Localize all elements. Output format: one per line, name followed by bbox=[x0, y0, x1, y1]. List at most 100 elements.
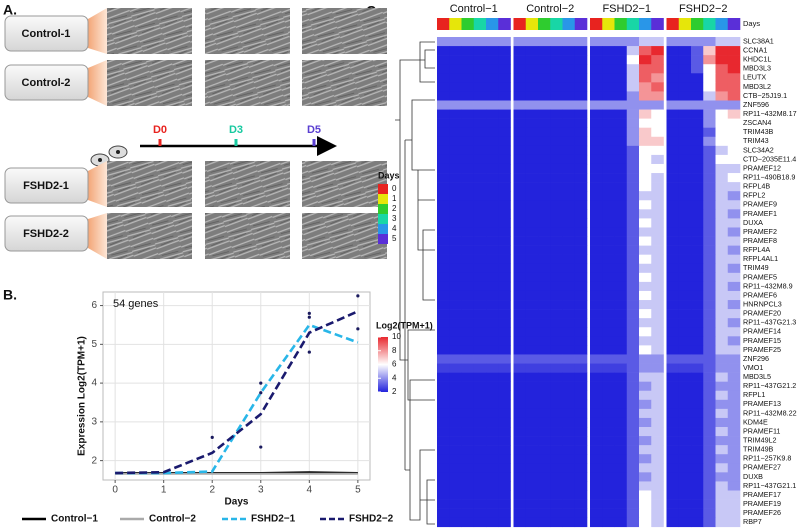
column-group-label: FSHD2−2 bbox=[679, 3, 728, 15]
heatmap-cell bbox=[538, 363, 551, 373]
heatmap-cell bbox=[590, 118, 603, 128]
row-label: PRAMEF12 bbox=[743, 163, 781, 172]
heatmap-cell bbox=[691, 272, 704, 283]
heatmap-cell bbox=[574, 64, 588, 74]
heatmap-cell bbox=[715, 182, 729, 192]
heatmap-cell bbox=[614, 263, 628, 274]
heatmap-cell bbox=[538, 318, 551, 328]
heatmap-cell bbox=[614, 481, 628, 491]
heatmap-cell bbox=[525, 417, 539, 428]
row-label: PRAMEF19 bbox=[743, 499, 781, 508]
heatmap-cell bbox=[525, 154, 539, 165]
heatmap-cell bbox=[562, 499, 576, 509]
heatmap-cell bbox=[715, 173, 729, 183]
heatmap-cell bbox=[727, 91, 741, 101]
heatmap-cell bbox=[550, 55, 563, 65]
heatmap-cell bbox=[602, 163, 615, 174]
x-tick-label: 1 bbox=[161, 485, 167, 496]
heatmap-cell bbox=[727, 290, 741, 301]
heatmap-cell bbox=[513, 191, 527, 201]
heatmap-cell bbox=[590, 263, 603, 274]
heatmap-cell bbox=[727, 154, 741, 165]
heatmap-cell bbox=[525, 55, 539, 65]
heatmap-cell bbox=[538, 191, 551, 201]
row-label: RP11−437G21.3 bbox=[743, 318, 796, 327]
heatmap-cell bbox=[727, 64, 741, 74]
heatmap-cell bbox=[651, 163, 664, 174]
heatmap-cell bbox=[538, 236, 551, 246]
heatmap-cell bbox=[639, 300, 652, 310]
heatmap-cell bbox=[626, 472, 640, 482]
heatmap-cell bbox=[678, 227, 692, 237]
heatmap-cell bbox=[703, 236, 716, 246]
heatmap-cell bbox=[639, 73, 652, 83]
heatmap-cell bbox=[486, 309, 499, 319]
heatmap-cell bbox=[602, 472, 615, 482]
heatmap-cell bbox=[461, 154, 475, 165]
heatmap-cell bbox=[486, 499, 499, 509]
heatmap-cell bbox=[727, 336, 741, 346]
heatmap-cell bbox=[498, 182, 511, 192]
heatmap-cell bbox=[473, 436, 487, 446]
heatmap-cell bbox=[626, 290, 640, 301]
heatmap-cell bbox=[590, 481, 603, 491]
heatmap-cell bbox=[513, 37, 527, 47]
heatmap-cell bbox=[525, 399, 539, 410]
heatmap-cell bbox=[538, 290, 551, 301]
row-label: RFPL4AL1 bbox=[743, 254, 778, 263]
heatmap-cell bbox=[550, 191, 563, 201]
heatmap-cell bbox=[486, 363, 499, 373]
heatmap-cell bbox=[525, 145, 539, 156]
heatmap-cell bbox=[473, 173, 487, 183]
heatmap-cell bbox=[602, 218, 615, 228]
heatmap-cell bbox=[678, 436, 692, 446]
heatmap-cell bbox=[727, 218, 741, 228]
heatmap-cell bbox=[614, 227, 628, 237]
row-label: RP11−490B18.9 bbox=[743, 172, 795, 181]
heatmap-cell bbox=[461, 236, 475, 246]
heatmap-cell bbox=[437, 37, 450, 47]
heatmap-cell bbox=[691, 127, 704, 138]
heatmap-cell bbox=[513, 73, 527, 83]
heatmap-cell bbox=[449, 245, 462, 255]
heatmap-cell bbox=[562, 173, 576, 183]
heatmap-cell bbox=[498, 163, 511, 174]
heatmap-cell bbox=[691, 245, 704, 255]
heatmap-cell bbox=[486, 408, 499, 419]
heatmap-cell bbox=[639, 55, 652, 65]
y-tick-label: 3 bbox=[91, 416, 97, 427]
y-axis-title: Expression Log2(TPM+1) bbox=[77, 336, 88, 456]
heatmap-cell bbox=[550, 227, 563, 237]
row-label: RP11−432M8.22 bbox=[743, 408, 797, 417]
heatmap-cell bbox=[437, 345, 450, 355]
heatmap-cell bbox=[626, 64, 640, 74]
heatmap-cell bbox=[449, 463, 462, 473]
heatmap-cell bbox=[498, 309, 511, 319]
heatmap-cell bbox=[727, 227, 741, 237]
heatmap-cell bbox=[703, 37, 716, 47]
heatmap-cell bbox=[513, 118, 527, 128]
heatmap-cell bbox=[614, 417, 628, 428]
heatmap-cell bbox=[590, 445, 603, 455]
heatmap-cell bbox=[678, 454, 692, 464]
heatmap-cell bbox=[626, 245, 640, 255]
heatmap-cell bbox=[486, 445, 499, 455]
heatmap-cell bbox=[513, 290, 527, 301]
heatmap-cell bbox=[562, 91, 576, 101]
heatmap-cell bbox=[590, 46, 603, 56]
heatmap-cell bbox=[437, 236, 450, 246]
heatmap-cell bbox=[525, 281, 539, 292]
timepoint-label: D0 bbox=[153, 124, 167, 136]
heatmap-cell bbox=[437, 300, 450, 310]
heatmap-cell bbox=[626, 91, 640, 101]
heatmap-cell bbox=[437, 490, 450, 500]
heatmap-cell bbox=[473, 372, 487, 382]
heatmap-cell bbox=[590, 499, 603, 509]
legend-label: 0 bbox=[392, 184, 397, 193]
heatmap-cell bbox=[678, 472, 692, 482]
heatmap-cell bbox=[590, 517, 603, 528]
heatmap-cell bbox=[666, 272, 680, 283]
heatmap-cell bbox=[691, 191, 704, 201]
heatmap-cell bbox=[626, 354, 640, 364]
x-tick-label: 0 bbox=[112, 485, 118, 496]
